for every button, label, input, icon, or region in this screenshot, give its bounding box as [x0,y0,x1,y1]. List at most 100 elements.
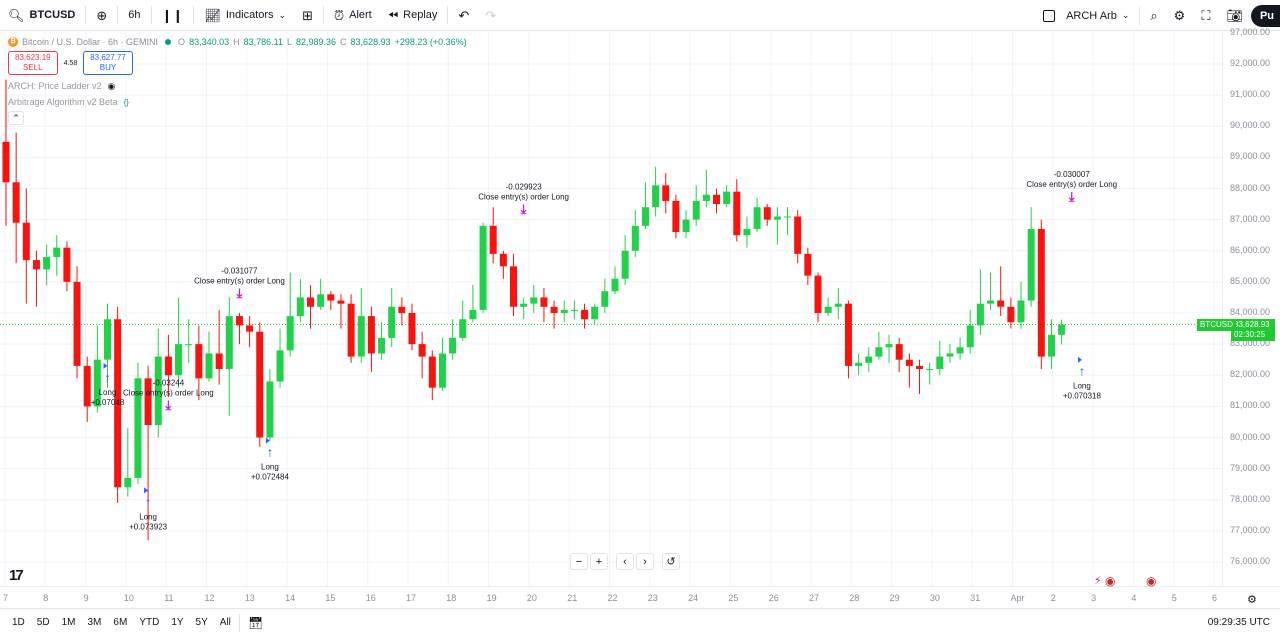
price-tick-label: 80,000.00 [1230,431,1271,442]
alert-button[interactable]: ⏰︎ Alert [326,0,380,31]
candle-body [946,353,954,357]
zoom-in-button[interactable]: + [590,553,608,570]
range-button-all[interactable]: All [219,617,231,628]
price-tick-label: 81,000.00 [1230,400,1271,411]
source-code-icon[interactable]: {} [123,97,129,107]
quick-search-button[interactable]: ⌕ [1142,0,1165,31]
long-profit-value: +0.070318 [1063,392,1102,401]
time-tick-label: 13 [244,593,255,603]
us-flag-event-icon[interactable]: ◉ [1105,574,1116,588]
candle-body [459,319,467,338]
candle-body [713,194,720,205]
us-flag-event-icon[interactable]: ◉ [1146,574,1157,588]
layout-selector[interactable]: ARCH Arb ⌄ [1035,0,1137,31]
time-tick-label: 31 [970,593,981,603]
range-button-ytd[interactable]: YTD [139,617,160,628]
close-order-label: Close entry(s) order Long [1026,180,1117,189]
scroll-left-button[interactable]: ‹ [616,553,634,570]
range-button-1y[interactable]: 1Y [171,617,184,628]
close-arrow-icon: ⤓ [520,202,527,217]
chart-type-button[interactable]: ❙❙ [154,0,192,31]
undo-button[interactable]: ↶ [450,0,477,31]
alarm-clock-icon: ⏰︎ [333,7,345,23]
long-arrow-icon: ↑ [267,445,274,460]
candlestick-chart[interactable]: ↑Long+0.07048↑Long+0.073923↑Long+0.07248… [0,31,1222,586]
time-tick-label: 27 [809,593,820,603]
templates-button[interactable]: ⊞ [294,0,321,31]
range-button-5d[interactable]: 5D [36,617,50,628]
calendar-icon[interactable]: 📅︎ [247,615,264,630]
lightning-icon[interactable]: ⚡︎ [1094,575,1102,587]
compare-symbol-button[interactable]: ⊕ [88,0,115,31]
price-tick-label: 79,000.00 [1230,462,1271,473]
bitcoin-icon: ₿ [8,36,18,47]
indicator-row-arbitrage[interactable]: Arbitrage Algorithm v2 Beta {} [8,94,467,110]
candle-body [652,185,660,208]
candle-body [12,182,20,223]
time-tick-label: 6 [1212,593,1218,603]
candle-body [246,325,254,332]
collapse-legend-button[interactable]: ⌃ [8,111,24,125]
tradingview-logo[interactable]: 17 [9,567,24,584]
close-loss-value: -0.029923 [506,183,543,192]
time-tick-label: 16 [365,593,376,603]
candle-body [692,200,700,220]
buy-button[interactable]: 83,627.77 BUY [83,51,133,75]
time-tick-label: 21 [567,593,578,603]
candle-body [997,300,1005,307]
candle-body [104,319,111,360]
fullscreen-button[interactable]: ⛶ [1193,0,1218,31]
plus-circle-icon: ⊕ [96,7,108,23]
candle-body [763,207,771,220]
camera-icon: 📷︎ [1226,8,1243,23]
replay-button[interactable]: ⏪︎ Replay [380,0,446,31]
reset-chart-button[interactable]: ↺ [662,553,680,570]
search-icon: 🔍︎ [8,7,25,23]
settings-gear-icon[interactable]: ⚙︎ [1247,594,1257,606]
price-tick-label: 92,000.00 [1230,58,1271,68]
range-button-3m[interactable]: 3M [87,617,102,628]
range-button-1m[interactable]: 1M [61,617,76,628]
symbol-price-badge: BTCUSD [1197,318,1236,331]
eye-hidden-icon[interactable]: ◉ [107,80,116,91]
zoom-out-button[interactable]: − [570,553,588,570]
candle-body [824,306,832,313]
candle-body [327,294,335,301]
current-price-value: 83,628.93 [1234,319,1270,329]
range-button-5y[interactable]: 5Y [195,617,208,628]
trade-buttons: 83,623.19 SELL 4.58 83,627.77 BUY [8,51,467,75]
utc-clock[interactable]: 09:29:35 UTC [1207,617,1270,628]
range-button-6m[interactable]: 6M [113,617,128,628]
candle-body [428,356,436,388]
snapshot-button[interactable]: 📷︎ [1218,0,1251,31]
candle-body [154,356,162,426]
settings-button[interactable]: ⚙︎ [1166,0,1194,31]
close-loss-value: -0.030007 [1054,170,1091,179]
candle-body [144,378,152,426]
indicator-row-price-ladder[interactable]: ARCH: Price Ladder v2 ◉ [8,78,467,94]
range-button-1d[interactable]: 1D [12,617,25,628]
time-axis[interactable]: 7 8 9 10 11 12 13 14 15 16 17 18 19 20 21 22 23 24 25 26 27 2… [0,586,1280,608]
interval-button[interactable]: 6h [120,0,148,31]
time-tick-label: 9 [83,593,89,603]
price-axis[interactable]: 97,000.00 92,000.00 91,000.00 90,000.00 89,0… [1197,27,1280,586]
candle-body [591,306,599,320]
indicator-name: ARCH: Price Ladder v2 [8,81,102,91]
sell-button[interactable]: 83,623.19 SELL [8,51,58,75]
candle-body [834,303,842,307]
chart-pane[interactable]: ↑ Long +0.07048 ↑ Long +0.073923 ↑ Long +0.07248… [0,31,1222,586]
candle-body [1047,334,1055,357]
indicators-button[interactable]: 📈︎ Indicators ⌄ [196,0,294,31]
candle-body [641,207,649,226]
redo-button[interactable]: ↷ [477,0,504,31]
candle-body [134,378,142,478]
scroll-right-button[interactable]: › [636,553,654,570]
close-loss-value: -0.031077 [221,267,258,276]
symbol-search[interactable]: 🔍︎ BTCUSD [0,0,83,31]
price-tick-label: 87,000.00 [1230,213,1271,224]
long-profit-value: +0.073923 [129,522,168,531]
publish-button[interactable]: Pu [1250,4,1280,27]
time-tick-label: 5 [1171,593,1177,603]
